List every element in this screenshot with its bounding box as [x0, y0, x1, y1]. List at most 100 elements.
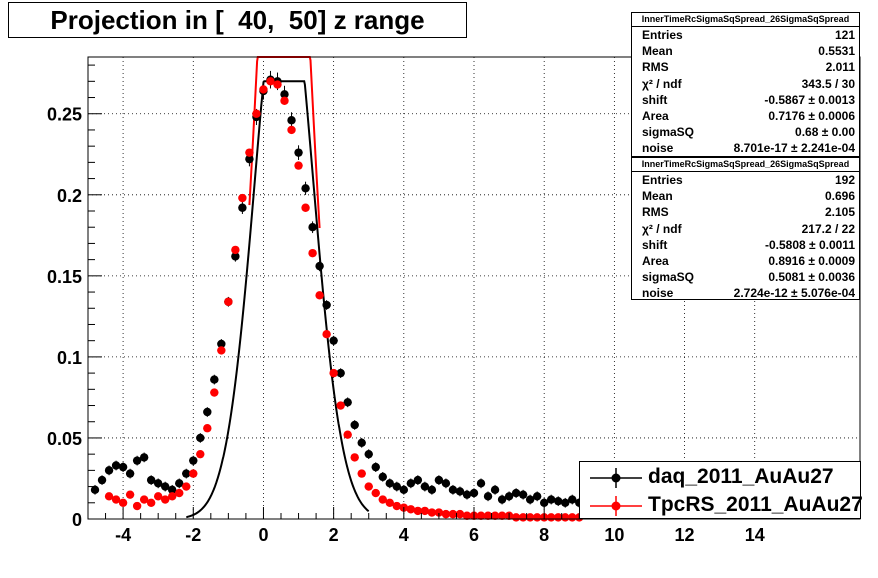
data-points: [90, 70, 619, 522]
data-point: [329, 336, 338, 345]
data-point: [189, 469, 198, 478]
data-point: [462, 490, 472, 499]
data-point: [434, 475, 444, 485]
data-point: [364, 482, 373, 491]
data-point: [469, 488, 479, 498]
stats-row: Mean 0.696: [632, 188, 859, 204]
x-axis-tick-label: 0: [258, 525, 268, 545]
data-point: [357, 438, 366, 448]
stats-value: 0.696: [824, 189, 855, 204]
stats-value: 343.5 / 30: [801, 76, 855, 91]
data-point: [364, 449, 373, 459]
stats-row: Area 0.8916 ± 0.0009: [632, 253, 859, 269]
data-point: [294, 148, 303, 157]
data-point: [203, 424, 212, 433]
stats-key: sigmaSQ: [642, 270, 695, 285]
stats-key: RMS: [642, 205, 669, 220]
stats-key: χ² / ndf: [642, 76, 682, 91]
data-point: [266, 77, 275, 86]
data-point: [385, 479, 394, 488]
data-point: [329, 368, 338, 378]
stats-key: Mean: [642, 189, 673, 204]
data-point: [539, 498, 549, 507]
data-point: [308, 248, 317, 258]
data-point: [427, 485, 437, 495]
data-point: [525, 495, 535, 504]
stats-value: 2.105: [824, 205, 855, 220]
data-point: [518, 490, 528, 499]
data-point: [547, 495, 556, 504]
data-point: [168, 485, 177, 495]
data-point: [245, 148, 254, 157]
data-point: [315, 291, 324, 300]
stats-row: RMS 2.105: [632, 204, 859, 220]
stats-box-daq: InnerTimeRcSigmaSqSpread_26SigmaSqSpread…: [631, 12, 860, 157]
data-point: [118, 498, 128, 507]
data-point: [455, 509, 465, 519]
data-point: [413, 506, 423, 516]
data-point: [350, 420, 359, 430]
data-point: [448, 485, 458, 495]
x-axis-tick-label: 12: [675, 525, 695, 545]
data-point: [483, 511, 493, 520]
data-point: [441, 509, 451, 519]
y-axis-tick-label: 0: [72, 510, 82, 530]
stats-key: Mean: [642, 44, 673, 59]
data-point: [301, 203, 310, 212]
stats-value: 0.68 ± 0.00: [795, 125, 855, 140]
data-point: [504, 492, 514, 501]
data-point: [118, 462, 128, 472]
data-point: [427, 508, 437, 517]
stats-row: shift -0.5867 ± 0.0013: [632, 92, 859, 108]
data-point: [420, 482, 430, 491]
data-point: [231, 252, 240, 261]
data-point: [322, 330, 331, 339]
data-point: [210, 388, 219, 397]
data-point: [399, 485, 409, 495]
stats-value: 2.724e-12 ± 5.076e-04: [733, 286, 855, 301]
stats-key: Entries: [642, 28, 683, 42]
stats-key: noise: [642, 286, 674, 301]
data-point: [434, 508, 444, 517]
stats-key: sigmaSQ: [642, 125, 695, 140]
stats-row: Entries 121: [632, 27, 859, 43]
data-point: [217, 339, 226, 349]
legend-marker-tpcrs: [590, 496, 642, 516]
data-point: [490, 511, 500, 520]
data-point: [490, 485, 500, 495]
data-point: [175, 479, 184, 488]
stats-key: RMS: [642, 60, 669, 75]
data-point: [168, 492, 177, 501]
stats-key: Area: [642, 253, 669, 268]
data-point: [406, 479, 416, 488]
legend-label-tpcrs: TpcRS_2011_AuAu27: [648, 493, 863, 516]
data-point: [146, 498, 156, 507]
data-point: [217, 346, 226, 355]
stats-row: noise 8.701e-17 ± 2.241e-04: [632, 140, 859, 156]
y-axis-tick-label: 0.1: [57, 348, 82, 368]
data-point: [441, 479, 451, 488]
legend-marker-daq: [590, 468, 642, 488]
data-point: [392, 501, 401, 511]
data-point: [287, 125, 296, 135]
x-axis-tick-label: 10: [604, 525, 624, 545]
stats-row: Area 0.7176 ± 0.0006: [632, 108, 859, 124]
data-point: [231, 245, 240, 255]
y-axis-tick-label: 0.25: [47, 105, 82, 125]
stats-key: shift: [642, 92, 668, 107]
data-point: [161, 482, 170, 491]
data-point: [455, 487, 465, 496]
data-point: [392, 482, 401, 491]
x-axis-tick-label: 4: [399, 525, 409, 545]
data-point: [238, 193, 247, 203]
data-point: [273, 80, 282, 89]
data-point: [294, 161, 303, 170]
data-point: [343, 398, 352, 407]
stats-row: noise 2.724e-12 ± 5.076e-04: [632, 285, 859, 301]
chart-title: Projection in [ 40, 50] z range: [8, 2, 467, 38]
data-point: [238, 203, 247, 212]
data-point: [210, 375, 219, 384]
data-point: [371, 488, 380, 498]
data-point: [308, 223, 317, 232]
stats-row: Mean 0.5531: [632, 43, 859, 59]
